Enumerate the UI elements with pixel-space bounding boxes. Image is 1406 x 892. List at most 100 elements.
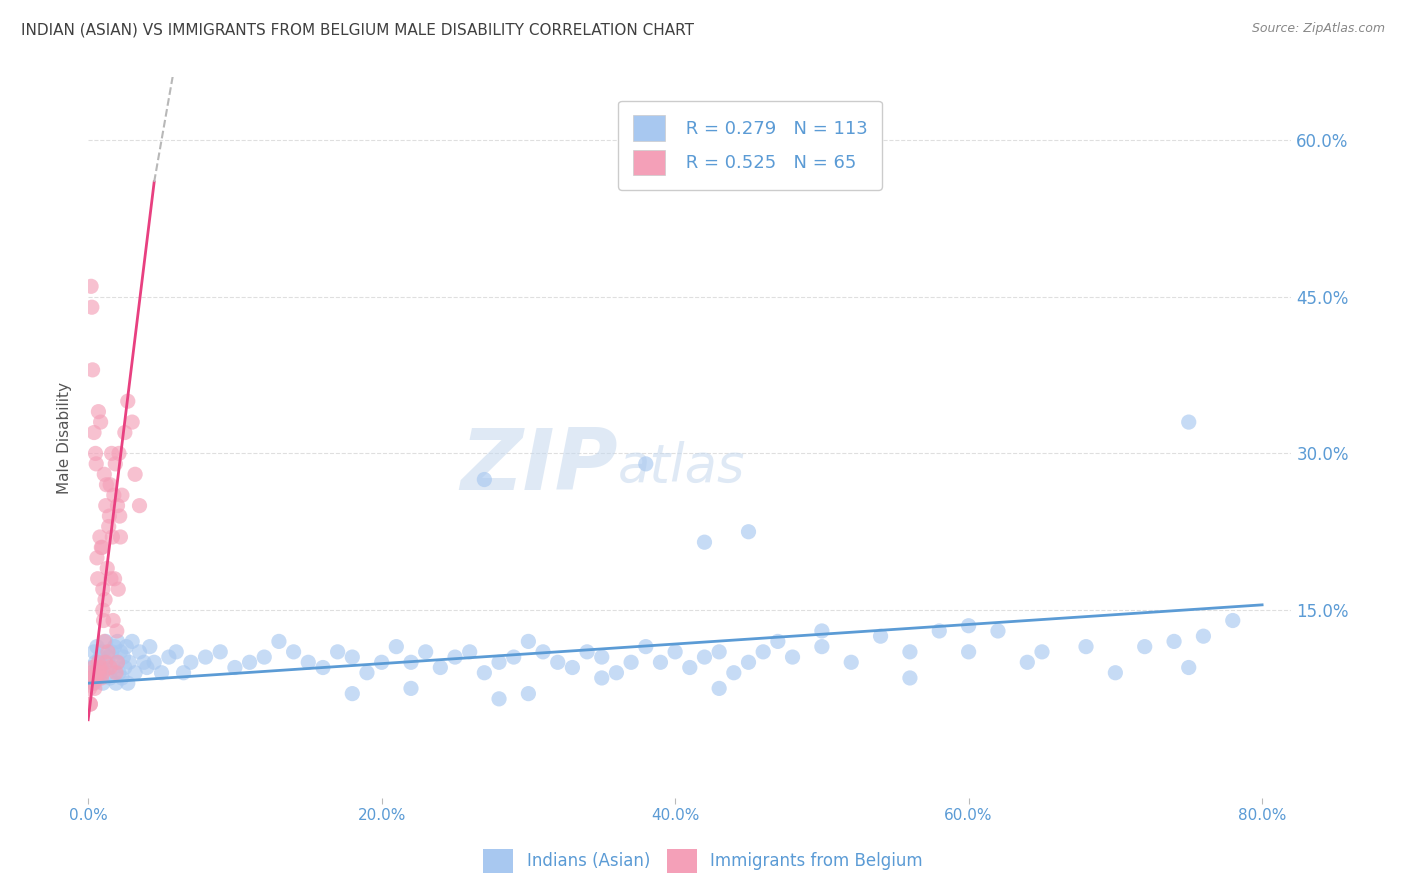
Point bbox=[576, 645, 599, 659]
Point bbox=[86, 640, 108, 654]
Point bbox=[97, 650, 120, 665]
Point bbox=[1017, 655, 1039, 669]
Point bbox=[107, 499, 129, 513]
Point bbox=[209, 645, 232, 659]
Point bbox=[180, 655, 202, 669]
Point bbox=[101, 660, 124, 674]
Point bbox=[194, 650, 217, 665]
Point bbox=[84, 671, 107, 685]
Point bbox=[723, 665, 745, 680]
Point bbox=[869, 629, 891, 643]
Point bbox=[928, 624, 950, 638]
Point bbox=[591, 650, 613, 665]
Point bbox=[547, 655, 569, 669]
Point bbox=[79, 697, 101, 711]
Point bbox=[517, 687, 540, 701]
Point bbox=[98, 660, 121, 674]
Point bbox=[591, 671, 613, 685]
Point bbox=[957, 619, 980, 633]
Point bbox=[96, 477, 118, 491]
Point bbox=[517, 634, 540, 648]
Point bbox=[100, 572, 122, 586]
Point bbox=[90, 541, 112, 555]
Point bbox=[91, 645, 114, 659]
Point bbox=[342, 687, 364, 701]
Point bbox=[117, 394, 139, 409]
Point bbox=[82, 671, 104, 685]
Point bbox=[224, 660, 246, 674]
Point bbox=[89, 530, 111, 544]
Point bbox=[87, 404, 110, 418]
Point bbox=[107, 582, 129, 597]
Point bbox=[83, 681, 105, 696]
Point bbox=[124, 665, 146, 680]
Point bbox=[737, 655, 759, 669]
Point bbox=[105, 676, 128, 690]
Point bbox=[766, 634, 789, 648]
Point bbox=[84, 446, 107, 460]
Point bbox=[128, 499, 150, 513]
Point bbox=[93, 467, 115, 482]
Point bbox=[957, 645, 980, 659]
Point bbox=[98, 477, 121, 491]
Point bbox=[312, 660, 335, 674]
Point bbox=[679, 660, 702, 674]
Point bbox=[117, 676, 139, 690]
Point bbox=[128, 645, 150, 659]
Point bbox=[737, 524, 759, 539]
Point bbox=[107, 634, 129, 648]
Point bbox=[105, 665, 128, 680]
Point bbox=[103, 488, 125, 502]
Point bbox=[84, 665, 107, 680]
Point bbox=[82, 363, 104, 377]
Point bbox=[605, 665, 627, 680]
Point bbox=[108, 446, 131, 460]
Point bbox=[86, 665, 108, 680]
Point bbox=[91, 676, 114, 690]
Point bbox=[94, 592, 117, 607]
Point bbox=[1177, 415, 1199, 429]
Point bbox=[1074, 640, 1097, 654]
Point bbox=[898, 645, 921, 659]
Point bbox=[91, 582, 114, 597]
Point bbox=[1177, 660, 1199, 674]
Point bbox=[91, 541, 114, 555]
Point bbox=[165, 645, 187, 659]
Point bbox=[326, 645, 349, 659]
Point bbox=[664, 645, 686, 659]
Point bbox=[782, 650, 804, 665]
Point bbox=[83, 425, 105, 440]
Point bbox=[502, 650, 524, 665]
Point bbox=[101, 530, 124, 544]
Point bbox=[94, 634, 117, 648]
Point bbox=[1192, 629, 1215, 643]
Point bbox=[488, 691, 510, 706]
Point bbox=[458, 645, 481, 659]
Point bbox=[1163, 634, 1185, 648]
Point bbox=[1031, 645, 1053, 659]
Point bbox=[80, 300, 103, 314]
Point bbox=[101, 614, 124, 628]
Text: atlas: atlas bbox=[617, 441, 745, 492]
Point bbox=[143, 655, 166, 669]
Point bbox=[124, 467, 146, 482]
Point bbox=[105, 624, 128, 638]
Point bbox=[811, 624, 834, 638]
Point bbox=[80, 660, 103, 674]
Text: Source: ZipAtlas.com: Source: ZipAtlas.com bbox=[1251, 22, 1385, 36]
Point bbox=[115, 640, 138, 654]
Point bbox=[107, 655, 129, 669]
Point bbox=[79, 697, 101, 711]
Point bbox=[399, 681, 422, 696]
Point bbox=[91, 603, 114, 617]
Point bbox=[650, 655, 672, 669]
Point bbox=[114, 425, 136, 440]
Point bbox=[135, 660, 157, 674]
Point bbox=[84, 655, 107, 669]
Y-axis label: Male Disability: Male Disability bbox=[58, 382, 72, 494]
Point bbox=[90, 415, 112, 429]
Point bbox=[173, 665, 195, 680]
Point bbox=[89, 660, 111, 674]
Text: ZIP: ZIP bbox=[460, 425, 617, 508]
Point bbox=[86, 550, 108, 565]
